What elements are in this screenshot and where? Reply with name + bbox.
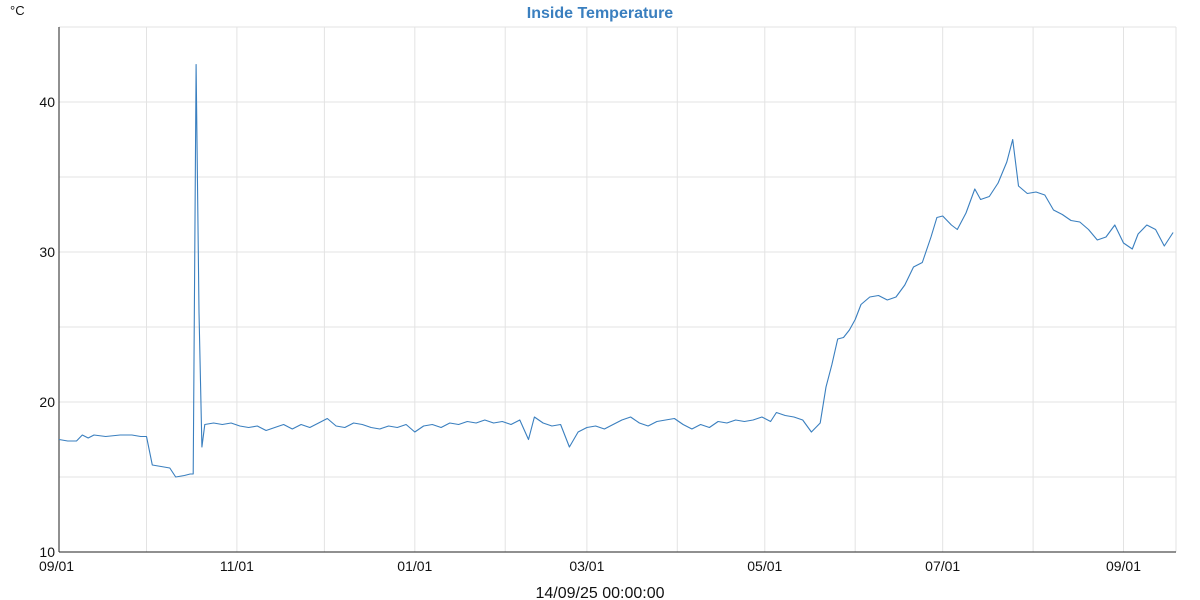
y-tick-labels: 10 20 30 40 — [39, 94, 55, 560]
series-group — [58, 63, 1174, 478]
y-tick-label: 20 — [39, 394, 55, 410]
x-tick-label: 11/01 — [220, 558, 254, 574]
temperature-series-line — [58, 63, 1174, 478]
y-unit-label: °C — [10, 3, 25, 18]
x-tick-label: 07/01 — [925, 558, 960, 574]
x-tick-labels: 09/01 11/01 01/01 03/01 05/01 07/01 09/01 — [39, 558, 1141, 574]
y-gridlines — [59, 26, 1176, 553]
y-tick-label: 40 — [39, 94, 55, 110]
x-tick-label: 09/01 — [39, 558, 74, 574]
chart-title: Inside Temperature — [527, 5, 674, 22]
y-tick-label: 10 — [39, 544, 55, 560]
y-tick-label: 30 — [39, 244, 55, 260]
x-tick-label: 05/01 — [747, 558, 782, 574]
x-tick-label: 03/01 — [569, 558, 604, 574]
x-gridlines — [58, 27, 1177, 552]
x-tick-label: 01/01 — [397, 558, 432, 574]
x-tick-label: 09/01 — [1106, 558, 1141, 574]
x-axis-title: 14/09/25 00:00:00 — [535, 585, 664, 600]
